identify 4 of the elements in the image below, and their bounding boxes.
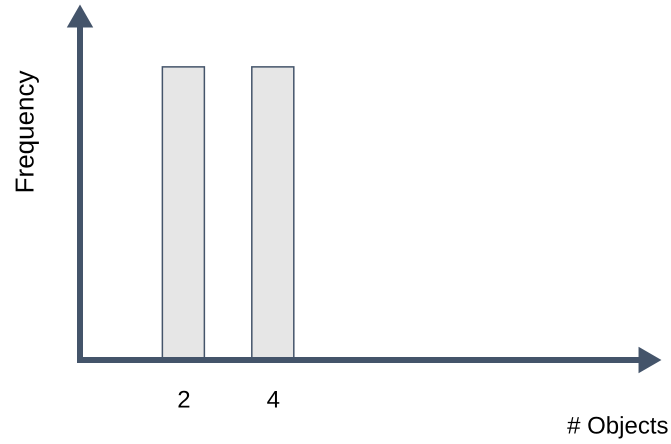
x-axis-title: # Objects bbox=[567, 412, 668, 440]
x-tick-label: 4 bbox=[266, 386, 280, 414]
x-tick-label: 2 bbox=[177, 386, 191, 414]
y-axis-title: Frequency bbox=[10, 70, 40, 194]
